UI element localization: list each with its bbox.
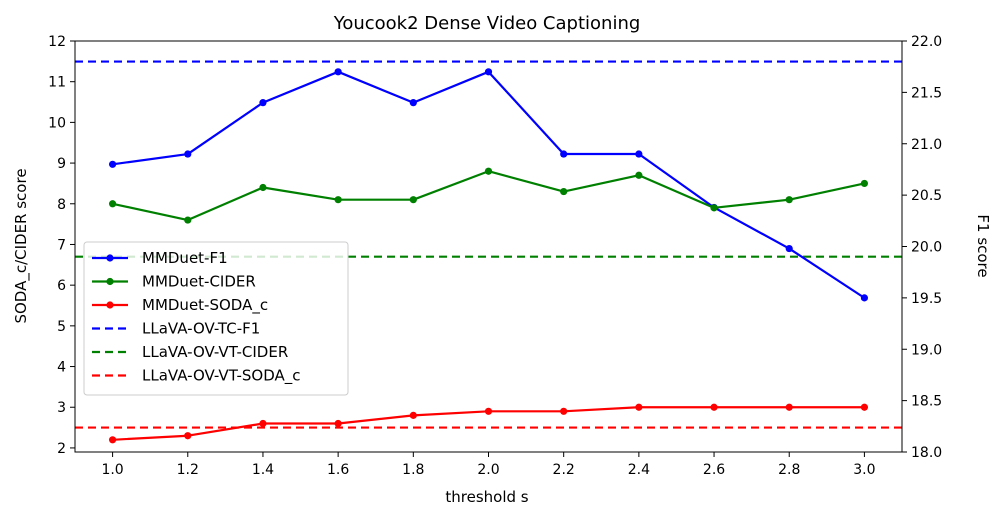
x-tick-label: 1.4 [252,462,274,478]
data-point-mmduet-soda-c [184,432,192,440]
legend-box [83,241,349,396]
right-y-axis-label: F1 score [974,214,992,277]
x-tick-label: 2.6 [703,462,725,478]
data-point-mmduet-soda-c [334,419,342,428]
legend-label: LLaVA-OV-VT-CIDER [142,343,288,361]
left-y-tick-label: 12 [48,34,66,50]
data-point-mmduet-soda-c [259,419,267,428]
data-point-mmduet-soda-c [635,403,643,411]
legend-label: LLaVA-OV-TC-F1 [142,320,260,338]
left-y-tick-label: 8 [57,197,66,213]
series-line-mmduet-cider [112,170,865,222]
right-y-tick-label: 20.5 [911,188,942,204]
data-point-mmduet-cider [259,183,267,192]
left-y-tick-label: 10 [48,115,66,131]
legend-marker [106,301,114,309]
data-point-mmduet-soda-c [785,403,793,411]
x-tick-label: 1.6 [327,462,349,478]
legend-marker [106,277,114,286]
x-tick-label: 2.2 [553,462,575,478]
right-y-tick-label: 21.5 [911,85,942,101]
left-y-tick-label: 11 [48,75,66,91]
data-point-mmduet-cider [484,167,493,175]
right-y-tick-label: 20.0 [911,240,942,256]
data-point-mmduet-f1 [184,150,192,158]
legend-entry: LLaVA-OV-VT-SODA_c [92,367,301,386]
legend-label: LLaVA-OV-VT-SODA_c [142,367,301,386]
data-point-mmduet-cider [560,187,568,196]
chart-title: Youcook2 Dense Video Captioning [333,13,641,34]
left-y-tick-label: 6 [57,278,66,294]
left-y-tick-label: 2 [57,441,66,457]
x-tick-label: 1.2 [177,462,199,478]
x-tick-label: 1.8 [402,462,424,478]
right-y-tick-label: 21.0 [911,137,942,153]
data-point-mmduet-cider [860,179,869,188]
left-y-tick-label: 3 [57,400,66,416]
right-y-axis-ticks: 18.0 18.5 19.0 19.5 20.0 20.5 21.0 21.5 22.0 [902,34,942,461]
right-y-tick-label: 18.0 [911,445,942,461]
legend: MMDuet-F1 MMDuet-CIDER MMDuet-SODA_c LLaVA-… [83,241,349,396]
legend-marker [106,254,114,262]
left-y-tick-label: 4 [57,360,66,376]
right-y-tick-label: 22.0 [911,34,942,50]
data-point-mmduet-f1 [635,150,643,158]
data-point-mmduet-cider [785,196,793,204]
data-point-mmduet-cider [409,196,417,204]
data-point-mmduet-f1 [785,244,793,253]
data-point-mmduet-soda-c [484,407,493,415]
data-point-mmduet-soda-c [409,411,417,419]
left-y-tick-label: 9 [57,156,66,172]
data-point-mmduet-f1 [409,99,417,107]
x-tick-label: 2.8 [778,462,800,478]
right-y-tick-label: 18.5 [911,394,942,410]
data-point-mmduet-soda-c [860,403,869,411]
data-point-mmduet-cider [184,216,192,224]
x-tick-label: 1.0 [101,462,123,478]
left-y-axis-label: SODA_c/CIDER score [12,168,31,323]
x-tick-label: 2.0 [477,462,499,478]
data-point-mmduet-soda-c [710,403,718,411]
legend-entry: MMDuet-SODA_c [92,296,268,315]
right-y-tick-label: 19.0 [911,342,942,358]
data-point-mmduet-cider [635,171,643,179]
left-y-tick-label: 5 [57,319,66,335]
data-point-mmduet-cider [710,204,718,212]
data-point-mmduet-soda-c [108,436,117,444]
x-axis-label: threshold s [445,488,528,506]
left-y-tick-label: 7 [57,237,66,253]
series-mmduet-soda-c [108,403,869,444]
data-point-mmduet-f1 [259,99,267,107]
series-layer [108,68,869,444]
legend-label: MMDuet-CIDER [142,273,256,291]
data-point-mmduet-cider [108,200,117,208]
legend-entry: MMDuet-CIDER [92,273,256,291]
legend-entry: LLaVA-OV-VT-CIDER [92,343,288,361]
data-point-mmduet-soda-c [560,407,568,415]
data-point-mmduet-f1 [560,150,568,158]
data-point-mmduet-f1 [334,68,342,76]
legend-label: MMDuet-SODA_c [142,296,268,315]
series-mmduet-cider [108,167,869,224]
legend-entry: LLaVA-OV-TC-F1 [92,320,260,338]
legend-entry: MMDuet-F1 [92,249,228,267]
data-point-mmduet-f1 [860,294,869,302]
right-y-tick-label: 19.5 [911,291,942,307]
data-point-mmduet-f1 [484,68,493,76]
x-tick-label: 2.4 [628,462,650,478]
legend-label: MMDuet-F1 [142,249,228,267]
x-tick-label: 3.0 [853,462,875,478]
data-point-mmduet-f1 [108,160,117,168]
left-y-axis-ticks: 2 3 4 5 6 7 8 9 10 11 12 [48,34,75,457]
data-point-mmduet-cider [334,196,342,204]
x-axis-ticks: 1.0 1.2 1.4 1.6 1.8 2.0 2.2 2.4 2.6 2.8 3.0 [101,452,876,478]
